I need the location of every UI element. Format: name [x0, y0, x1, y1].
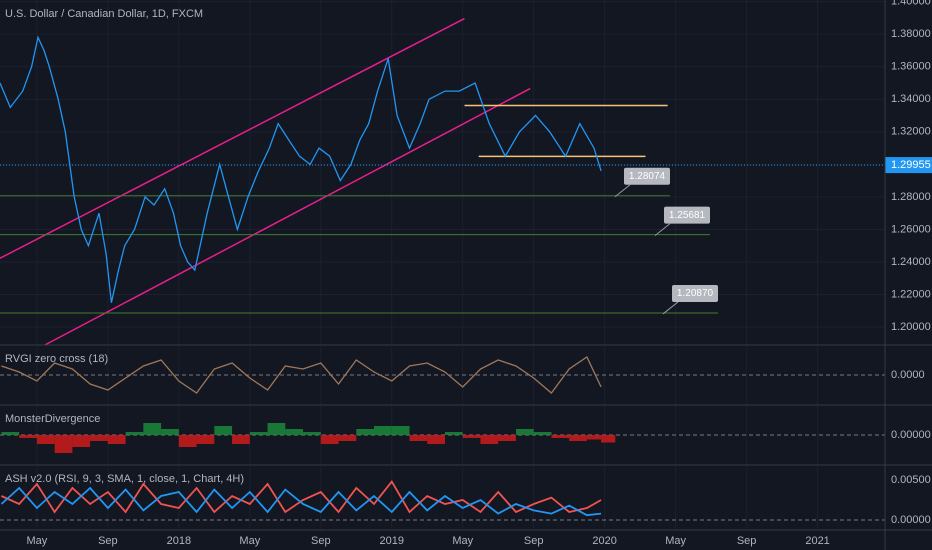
x-tick-label: 2021 [805, 535, 829, 547]
pane-title: U.S. Dollar / Canadian Dollar, 1D, FXCM [5, 8, 203, 20]
y-tick-label: 1.38000 [891, 28, 931, 40]
hist-bar [391, 426, 410, 435]
x-tick-label: Sep [311, 535, 331, 547]
x-tick-label: May [665, 535, 686, 547]
hist-bar [249, 432, 268, 435]
y-tick-label: 1.28000 [891, 191, 931, 203]
hist-bar [338, 435, 357, 441]
hist-bar [54, 435, 73, 453]
hist-bar [374, 426, 392, 435]
y-tick-label: 0.00500 [891, 474, 931, 486]
hist-bar [36, 435, 55, 444]
hist-bar [267, 423, 286, 435]
hist-bar [551, 435, 570, 438]
y-tick-label: 1.24000 [891, 256, 931, 268]
y-tick-label: 1.22000 [891, 288, 931, 300]
hist-bar [107, 435, 126, 444]
series-line [0, 35, 602, 303]
pane: 0.0000 RVGI zero cross (18) [0, 345, 932, 406]
hist-bar [462, 435, 481, 438]
y-tick-label: 1.36000 [891, 61, 931, 73]
hist-bar [90, 435, 108, 441]
x-tick-label: 2018 [167, 535, 191, 547]
hist-bar [586, 435, 602, 440]
hist-bar [303, 432, 321, 435]
series-line [0, 486, 602, 517]
pane: 0.00000 0.00500 ASH v2.0 (RSI, 9, 3, SMA, … [0, 465, 932, 531]
callout-label: 1.28074 [629, 171, 666, 182]
x-tick-label: May [239, 535, 260, 547]
y-tick-label: 0.00000 [891, 514, 931, 526]
pane-title: RVGI zero cross (18) [5, 353, 108, 365]
hist-bar [125, 432, 144, 435]
hist-bar [409, 435, 428, 441]
hist-bar [19, 435, 37, 438]
hist-bar [498, 435, 516, 441]
hist-bar [72, 435, 91, 447]
hist-bar [196, 435, 215, 444]
hist-bar [601, 435, 616, 443]
callout-label: 1.20870 [677, 288, 714, 299]
x-tick-label: May [452, 535, 473, 547]
series-line [1, 356, 602, 394]
pane: 0.00000 MonsterDivergence [0, 405, 932, 466]
hist-bar [356, 429, 375, 435]
callout-pointer [614, 184, 631, 198]
callout-pointer [654, 223, 671, 237]
hist-bar [427, 435, 445, 444]
x-tick-label: Sep [524, 535, 544, 547]
x-tick-label: 2020 [592, 535, 616, 547]
y-tick-label: 1.20000 [891, 321, 931, 333]
hist-bar [214, 426, 233, 435]
pane: 1.200001.220001.240001.260001.280001.300… [0, 0, 932, 346]
series-line [1, 480, 602, 514]
hist-bar [569, 435, 587, 441]
hist-bar [143, 423, 162, 435]
drawn-line [0, 17, 465, 259]
y-tick-label: 1.26000 [891, 223, 931, 235]
callout-label: 1.25681 [669, 210, 706, 221]
callout-box [664, 206, 710, 224]
x-tick-label: Sep [98, 535, 118, 547]
callout-box [624, 167, 670, 185]
pane-title: ASH v2.0 (RSI, 9, 3, SMA, 1, close, 1, C… [5, 473, 244, 485]
drawn-line [44, 87, 531, 346]
hist-bar [444, 432, 463, 435]
hist-bar [515, 429, 534, 435]
x-tick-label: 2019 [380, 535, 404, 547]
y-tick-label: 1.32000 [891, 126, 931, 138]
pane-title: MonsterDivergence [5, 413, 100, 425]
hist-bar [480, 435, 499, 444]
y-tick-label: 0.0000 [891, 369, 925, 381]
hist-bar [320, 435, 339, 444]
hist-bar [178, 435, 197, 447]
x-tick-label: May [27, 535, 48, 547]
y-tick-label: 0.00000 [891, 429, 931, 441]
callout-pointer [662, 301, 679, 315]
hist-bar [161, 429, 179, 435]
last-price-label: 1.29955 [891, 159, 931, 171]
hist-bar [1, 432, 20, 435]
hist-bar [285, 429, 304, 435]
hist-bar [533, 432, 552, 435]
y-tick-label: 1.34000 [891, 93, 931, 105]
callout-box [672, 284, 718, 302]
last-price-box [885, 157, 932, 174]
x-tick-label: Sep [737, 535, 757, 547]
y-tick-label: 1.40000 [891, 0, 931, 8]
hist-bar [232, 435, 250, 444]
